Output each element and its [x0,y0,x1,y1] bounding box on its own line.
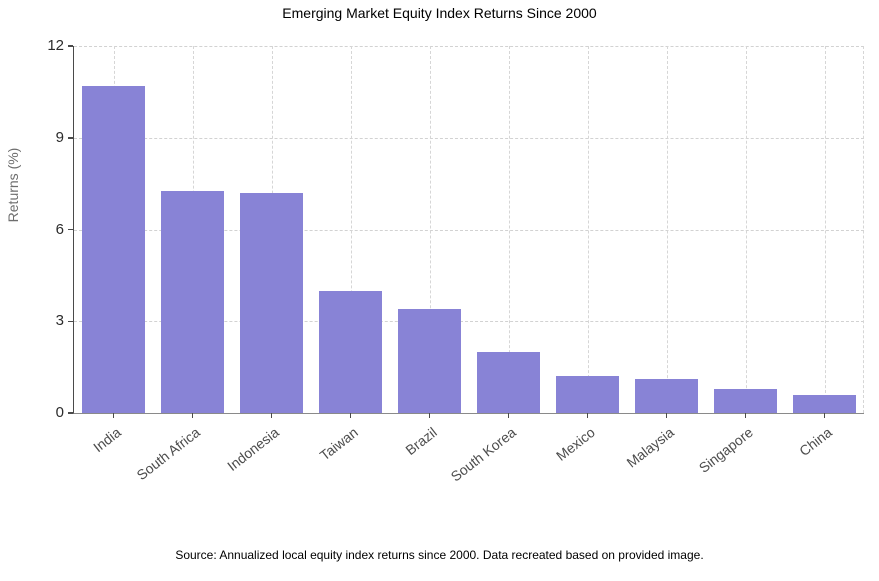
y-tick-12 [67,45,73,47]
y-tick-6 [67,228,73,231]
gridline-x-8 [745,46,747,413]
x-tick-label-brazil: Brazil [401,424,440,459]
bar-china [792,394,857,413]
gridline-x-9 [824,46,826,413]
x-tick-8 [744,413,747,418]
y-tick-3 [67,320,73,322]
x-tick-label-china: China [795,424,835,460]
x-tick-2 [270,413,273,418]
bar-brazil [397,309,462,413]
x-tick-7 [665,413,668,418]
x-tick-label-south-africa: South Africa [133,424,203,484]
bar-south-africa [160,191,225,413]
bar-mexico [555,376,620,413]
x-tick-4 [428,413,431,418]
bar-taiwan [318,290,383,413]
x-tick-3 [349,413,352,418]
gridline-x-6 [587,46,589,413]
y-tick-label-12: 12 [47,37,64,54]
gridline-x-4 [429,46,431,413]
x-tick-0 [112,413,115,418]
x-tick-label-south-korea: South Korea [447,424,519,485]
y-tick-label-0: 0 [55,404,64,421]
gridline-y-3 [74,321,864,323]
gridline-y-9 [74,137,864,139]
gridline-y-12 [74,46,864,47]
x-tick-label-mexico: Mexico [552,424,598,464]
y-tick-label-6: 6 [55,220,64,238]
chart-title: Emerging Market Equity Index Returns Sin… [282,5,597,21]
gridline-x-3 [350,46,352,413]
gridline-x-7 [666,46,668,413]
y-tick-0 [67,412,73,414]
bar-india [81,85,146,413]
y-tick-9 [67,137,73,139]
x-tick-label-indonesia: Indonesia [223,424,282,474]
x-tick-label-singapore: Singapore [695,424,756,476]
gridline-x-5 [508,46,510,413]
source-note: Source: Annualized local equity index re… [175,548,704,562]
x-tick-1 [191,413,194,418]
x-tick-label-malaysia: Malaysia [622,424,677,471]
plot-area: 0 3 6 9 12 India South Africa Indonesia Taiwan B… [47,37,864,485]
x-tick-label-taiwan: Taiwan [316,424,361,464]
bar-indonesia [239,192,304,413]
y-tick-label-3: 3 [55,312,64,330]
x-tick-5 [507,413,510,418]
y-tick-label-9: 9 [55,128,64,146]
bar-malaysia [634,379,699,413]
y-axis-label: Returns (%) [5,147,21,223]
bar-south-korea [476,351,541,413]
gridline-right-edge [863,46,864,413]
bar-singapore [713,388,778,413]
gridline-y-6 [74,229,864,231]
x-tick-6 [586,413,589,418]
x-tick-label-india: India [89,424,124,456]
x-tick-9 [823,413,826,418]
